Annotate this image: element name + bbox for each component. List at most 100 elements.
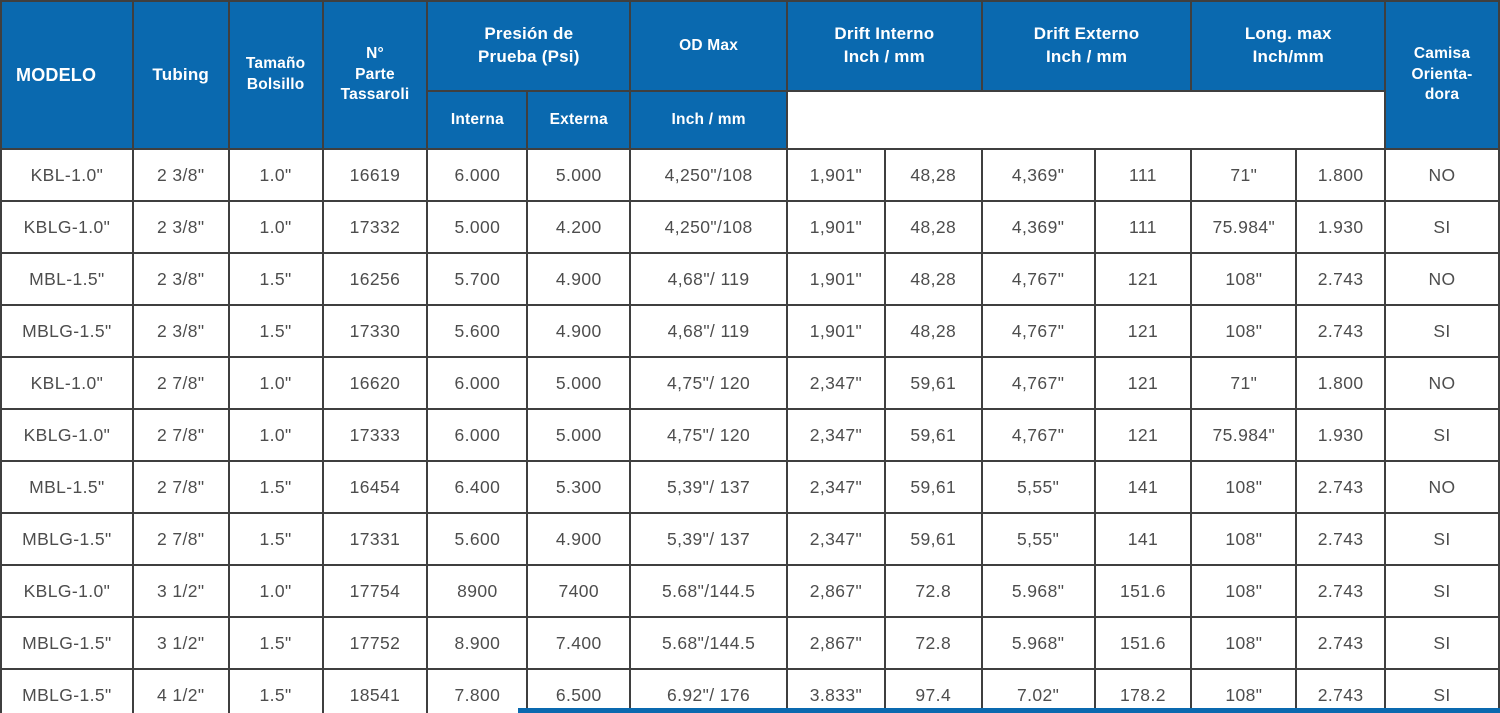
table-row: KBLG-1.0" 2 3/8" 1.0" 17332 5.000 4.200 4,250"… xyxy=(0,200,1500,254)
table-cell: 2 7/8" xyxy=(131,460,230,514)
bottom-accent-bar xyxy=(518,708,1500,713)
table-row: MBLG-1.5" 4 1/2" 1.5" 18541 7.800 6.500 6.92"/… xyxy=(0,668,1500,713)
table-cell: 121 xyxy=(1093,252,1193,306)
table-cell: KBLG-1.0" xyxy=(0,564,134,618)
table-cell: 1.0" xyxy=(227,148,324,202)
table-cell: 3 1/2" xyxy=(131,564,230,618)
table-row: MBL-1.5" 2 3/8" 1.5" 16256 5.700 4.900 4,68"/ … xyxy=(0,252,1500,306)
table-row: KBLG-1.0" 2 7/8" 1.0" 17333 6.000 5.000 4,75"/… xyxy=(0,408,1500,462)
header-drift-externo: Drift Externo Inch / mm xyxy=(980,0,1193,92)
table-cell: 5.968" xyxy=(980,616,1096,670)
table-row: KBL-1.0" 2 7/8" 1.0" 16620 6.000 5.000 4,75"/ … xyxy=(0,356,1500,410)
table-cell: 6.400 xyxy=(426,460,529,514)
table-cell: 1.5" xyxy=(227,512,324,566)
table-cell: 2.743 xyxy=(1295,304,1387,358)
table-cell: 7.800 xyxy=(426,668,529,713)
header-od-max: OD Max xyxy=(629,0,789,92)
table-cell: 6.000 xyxy=(426,148,529,202)
table-cell: 1.0" xyxy=(227,564,324,618)
table-header: MODELO Tubing Tamaño Bolsillo N° Parte T… xyxy=(0,0,1500,150)
table-body: KBL-1.0" 2 3/8" 1.0" 16619 6.000 5.000 4,250"/… xyxy=(0,148,1500,713)
header-long-max: Long. max Inch/mm xyxy=(1190,0,1387,92)
table-cell: SI xyxy=(1384,200,1500,254)
table-cell: 1.800 xyxy=(1295,148,1387,202)
table-cell: 178.2 xyxy=(1093,668,1193,713)
table-cell: 3.833" xyxy=(786,668,886,713)
table-cell: 151.6 xyxy=(1093,564,1193,618)
header-drift-interno: Drift Interno Inch / mm xyxy=(786,0,983,92)
table-cell: 71" xyxy=(1190,356,1298,410)
table-row: MBL-1.5" 2 7/8" 1.5" 16454 6.400 5.300 5,39"/ … xyxy=(0,460,1500,514)
table-cell: 4,767" xyxy=(980,252,1096,306)
table-cell: MBL-1.5" xyxy=(0,460,134,514)
table-cell: 4,250"/108 xyxy=(629,148,789,202)
table-cell: 5.300 xyxy=(526,460,632,514)
table-cell: 108" xyxy=(1190,460,1298,514)
table-cell: 1,901" xyxy=(786,200,886,254)
header-n-parte-tassaroli: N° Parte Tassaroli xyxy=(321,0,429,150)
table-cell: 48,28 xyxy=(883,148,983,202)
table-cell: 4.900 xyxy=(526,512,632,566)
table-cell: 141 xyxy=(1093,460,1193,514)
table-cell: 17752 xyxy=(321,616,429,670)
header-interna: Interna xyxy=(426,90,529,150)
table-cell: MBL-1.5" xyxy=(0,252,134,306)
table-cell: 16620 xyxy=(321,356,429,410)
table-cell: 1,901" xyxy=(786,304,886,358)
table-cell: 17754 xyxy=(321,564,429,618)
table-cell: 4,369" xyxy=(980,148,1096,202)
table-cell: 5,55" xyxy=(980,512,1096,566)
table-cell: 108" xyxy=(1190,564,1298,618)
header-externa: Externa xyxy=(526,90,632,150)
table-cell: 108" xyxy=(1190,668,1298,713)
table-cell: NO xyxy=(1384,356,1500,410)
table-cell: 16454 xyxy=(321,460,429,514)
table-cell: 2.743 xyxy=(1295,512,1387,566)
table-cell: 72.8 xyxy=(883,564,983,618)
table-cell: 2,347" xyxy=(786,512,886,566)
table-cell: SI xyxy=(1384,668,1500,713)
table-cell: 1.5" xyxy=(227,304,324,358)
table-cell: NO xyxy=(1384,252,1500,306)
table-cell: SI xyxy=(1384,304,1500,358)
table-cell: 111 xyxy=(1093,200,1193,254)
table-cell: 4.900 xyxy=(526,304,632,358)
table-cell: 2 3/8" xyxy=(131,304,230,358)
table-cell: 6.92"/ 176 xyxy=(629,668,789,713)
table-cell: 3 1/2" xyxy=(131,616,230,670)
table-cell: 5.000 xyxy=(526,148,632,202)
table-cell: 4,250"/108 xyxy=(629,200,789,254)
table-cell: KBL-1.0" xyxy=(0,356,134,410)
table-cell: 2.743 xyxy=(1295,616,1387,670)
table-cell: 4.200 xyxy=(526,200,632,254)
table-cell: 2 7/8" xyxy=(131,356,230,410)
table-cell: 75.984" xyxy=(1190,408,1298,462)
table-cell: 4,68"/ 119 xyxy=(629,252,789,306)
table-cell: SI xyxy=(1384,616,1500,670)
table-cell: NO xyxy=(1384,148,1500,202)
table-cell: 16619 xyxy=(321,148,429,202)
table-cell: 141 xyxy=(1093,512,1193,566)
table-cell: 5.600 xyxy=(426,512,529,566)
table-cell: 48,28 xyxy=(883,304,983,358)
table-cell: 121 xyxy=(1093,304,1193,358)
table-cell: 108" xyxy=(1190,304,1298,358)
table-cell: 4,75"/ 120 xyxy=(629,356,789,410)
header-tubing: Tubing xyxy=(131,0,230,150)
table-row: MBLG-1.5" 3 1/2" 1.5" 17752 8.900 7.400 5.68"/… xyxy=(0,616,1500,670)
table-cell: 2 3/8" xyxy=(131,252,230,306)
table-cell: 4,767" xyxy=(980,304,1096,358)
table-cell: 1.5" xyxy=(227,668,324,713)
table-cell: 4 1/2" xyxy=(131,668,230,713)
table-cell: 17331 xyxy=(321,512,429,566)
table-cell: 2.743 xyxy=(1295,252,1387,306)
table-cell: 2,347" xyxy=(786,460,886,514)
table-row: KBL-1.0" 2 3/8" 1.0" 16619 6.000 5.000 4,250"/… xyxy=(0,148,1500,202)
table-cell: 2 3/8" xyxy=(131,200,230,254)
table-cell: SI xyxy=(1384,512,1500,566)
table-cell: 5.68"/144.5 xyxy=(629,564,789,618)
table-cell: 16256 xyxy=(321,252,429,306)
table-cell: 2,867" xyxy=(786,564,886,618)
table-cell: 2.743 xyxy=(1295,460,1387,514)
table-cell: 5.968" xyxy=(980,564,1096,618)
